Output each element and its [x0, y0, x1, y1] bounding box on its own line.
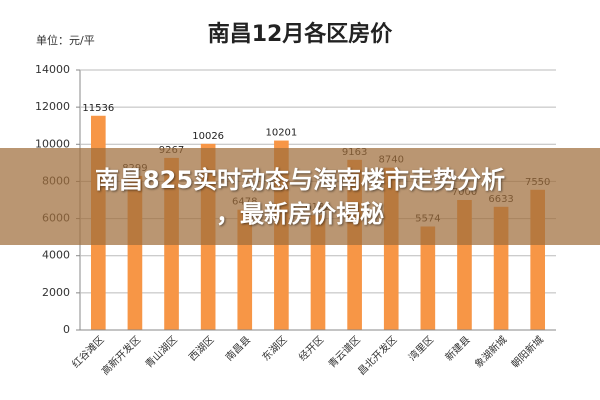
y-tick-label: 2000 [42, 286, 70, 299]
x-tick-label: 经开区 [296, 333, 326, 363]
y-tick-label: 10000 [35, 137, 70, 150]
x-tick-label: 朝阳新城 [508, 333, 545, 370]
data-label: 11536 [82, 103, 114, 114]
y-tick-label: 14000 [35, 63, 70, 76]
x-tick-label: 湾里区 [406, 333, 436, 363]
x-tick-label: 象湖新城 [472, 333, 509, 370]
data-label: 10026 [192, 131, 224, 142]
x-tick-label: 东湖区 [259, 333, 289, 363]
x-tick-label: 新建县 [442, 333, 472, 363]
banner-line: ，最新房价揭秘 [216, 199, 384, 228]
x-tick-label: 红谷滩区 [69, 333, 106, 370]
data-label: 10201 [265, 128, 297, 139]
unit-label: 单位：元/平 [36, 33, 95, 47]
y-tick-label: 12000 [35, 100, 70, 113]
x-tick-label: 南昌县 [223, 333, 253, 363]
bar [420, 226, 436, 330]
banner: 南昌825实时动态与海南楼市走势分析 ，最新房价揭秘 [0, 148, 600, 245]
x-tick-label: 青山湖区 [142, 333, 179, 370]
y-tick-label: 0 [63, 323, 70, 336]
x-tick-label: 高新开发区 [99, 333, 144, 378]
chart-title: 南昌12月各区房价 [208, 21, 394, 47]
x-tick-label: 青云谱区 [325, 333, 362, 370]
banner-line: 南昌825实时动态与海南楼市走势分析 [94, 165, 506, 194]
x-tick-label: 西湖区 [187, 334, 217, 364]
y-tick-label: 4000 [42, 249, 70, 262]
x-tick-label: 昌北开发区 [355, 333, 400, 378]
